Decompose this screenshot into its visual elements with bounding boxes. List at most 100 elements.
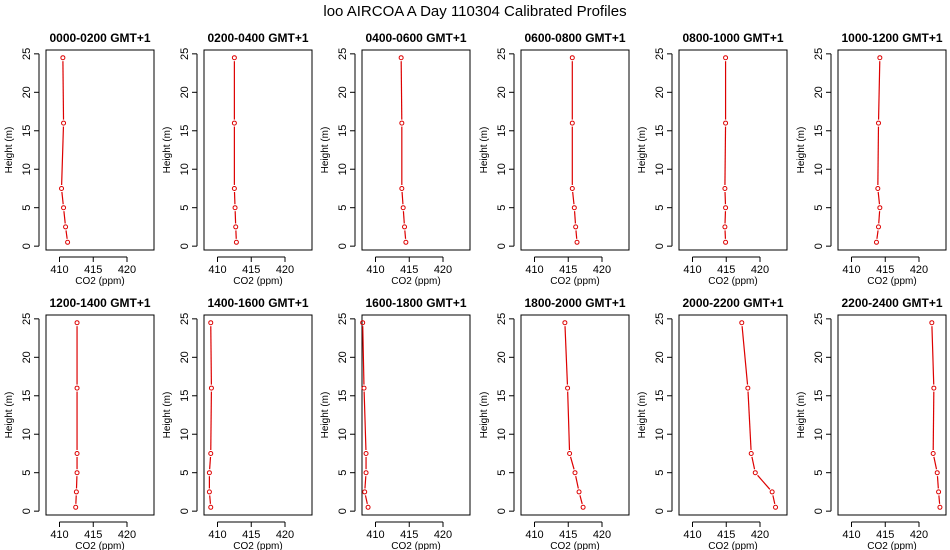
profile-line-segment xyxy=(209,456,212,470)
data-point xyxy=(399,185,405,191)
profile-line-segment xyxy=(404,230,407,239)
y-tick-label: 0 xyxy=(496,243,508,249)
data-point xyxy=(876,224,881,230)
y-tick-label: 15 xyxy=(813,390,825,402)
plot-frame xyxy=(678,314,788,516)
profile-line-segment xyxy=(757,474,771,490)
profile-line-segment xyxy=(932,391,935,450)
data-point xyxy=(877,55,883,61)
y-axis-label: Height (m) xyxy=(320,392,331,439)
profile-line-segment xyxy=(61,191,64,205)
profile-line-segment xyxy=(65,230,68,239)
y-tick-label: 5 xyxy=(654,470,666,476)
y-tick-label: 10 xyxy=(496,163,508,175)
x-tick-label: 420 xyxy=(118,529,136,541)
y-tick-label: 20 xyxy=(654,351,666,363)
x-tick-label: 410 xyxy=(366,264,384,276)
data-point xyxy=(930,450,936,456)
y-tick-label: 0 xyxy=(21,508,33,514)
data-point xyxy=(723,239,729,245)
data-point xyxy=(65,239,71,245)
y-axis-label: Height (m) xyxy=(4,127,15,174)
y-tick-label: 10 xyxy=(21,163,33,175)
data-point xyxy=(723,120,729,126)
profile-line-segment xyxy=(579,495,583,505)
y-tick-label: 20 xyxy=(813,351,825,363)
y-tick-label: 0 xyxy=(813,508,825,514)
x-axis-label: CO2 (ppm) xyxy=(867,541,916,550)
data-point xyxy=(233,224,239,230)
y-tick-label: 15 xyxy=(337,125,349,137)
x-tick-label: 415 xyxy=(400,264,418,276)
y-tick-label: 5 xyxy=(496,205,508,211)
plot-frame xyxy=(678,49,788,251)
x-tick-label: 420 xyxy=(276,529,294,541)
y-tick-label: 25 xyxy=(337,48,349,60)
data-point xyxy=(360,320,366,326)
y-tick-label: 15 xyxy=(496,390,508,402)
x-tick-label: 410 xyxy=(525,264,543,276)
data-point xyxy=(208,504,214,510)
y-tick-label: 0 xyxy=(337,508,349,514)
x-axis-label: CO2 (ppm) xyxy=(550,541,599,550)
x-tick-label: 420 xyxy=(751,264,769,276)
profile-line-segment xyxy=(209,495,212,504)
x-tick-label: 420 xyxy=(434,264,452,276)
y-tick-label: 20 xyxy=(496,86,508,98)
y-tick-label: 10 xyxy=(654,428,666,440)
data-point xyxy=(773,504,779,510)
y-tick-label: 0 xyxy=(337,243,349,249)
plot-frame xyxy=(361,314,471,516)
panel-title: 0800-1000 GMT+1 xyxy=(682,31,783,45)
data-point xyxy=(206,489,212,495)
profile-line-segment xyxy=(572,191,575,205)
y-tick-label: 10 xyxy=(813,163,825,175)
data-point xyxy=(876,120,881,126)
y-tick-label: 20 xyxy=(496,351,508,363)
data-point xyxy=(569,120,575,126)
data-point xyxy=(73,504,79,510)
y-tick-label: 25 xyxy=(654,313,666,325)
profile-line-segment xyxy=(936,476,939,489)
x-axis-label: CO2 (ppm) xyxy=(75,541,124,550)
x-tick-label: 415 xyxy=(242,529,260,541)
x-tick-label: 410 xyxy=(208,529,226,541)
plot-frame xyxy=(361,49,471,251)
x-tick-label: 410 xyxy=(208,264,226,276)
y-tick-label: 15 xyxy=(179,125,191,137)
y-axis-label: Height (m) xyxy=(796,392,807,439)
x-tick-label: 415 xyxy=(876,529,894,541)
y-tick-label: 10 xyxy=(496,428,508,440)
profile-line-segment xyxy=(741,326,749,385)
profile-line-segment xyxy=(364,476,367,489)
data-point xyxy=(748,450,754,456)
x-axis-label: CO2 (ppm) xyxy=(550,276,599,287)
panel-title: 0400-0600 GMT+1 xyxy=(365,31,466,45)
data-point xyxy=(403,239,409,245)
data-point xyxy=(739,320,745,326)
panel-title: 0000-0200 GMT+1 xyxy=(49,31,150,45)
data-point xyxy=(74,385,80,391)
y-tick-label: 0 xyxy=(496,508,508,514)
y-tick-label: 0 xyxy=(179,508,191,514)
data-point xyxy=(569,55,575,61)
x-tick-label: 410 xyxy=(842,529,860,541)
y-tick-label: 15 xyxy=(813,125,825,137)
data-point xyxy=(937,504,943,510)
plot-frame xyxy=(837,314,947,516)
data-point xyxy=(61,205,67,211)
data-point xyxy=(74,450,80,456)
plot-frame xyxy=(837,49,947,251)
data-point xyxy=(232,205,238,211)
y-tick-label: 20 xyxy=(179,86,191,98)
profile-line-segment xyxy=(564,326,569,385)
y-tick-label: 15 xyxy=(21,125,33,137)
